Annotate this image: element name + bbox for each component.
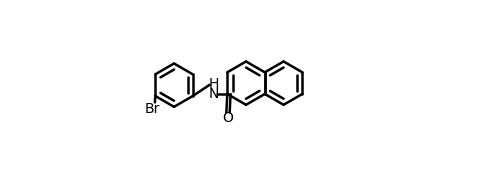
Text: Br: Br xyxy=(144,102,159,116)
Text: N: N xyxy=(208,87,218,101)
Text: H: H xyxy=(208,77,218,91)
Text: O: O xyxy=(222,111,233,125)
